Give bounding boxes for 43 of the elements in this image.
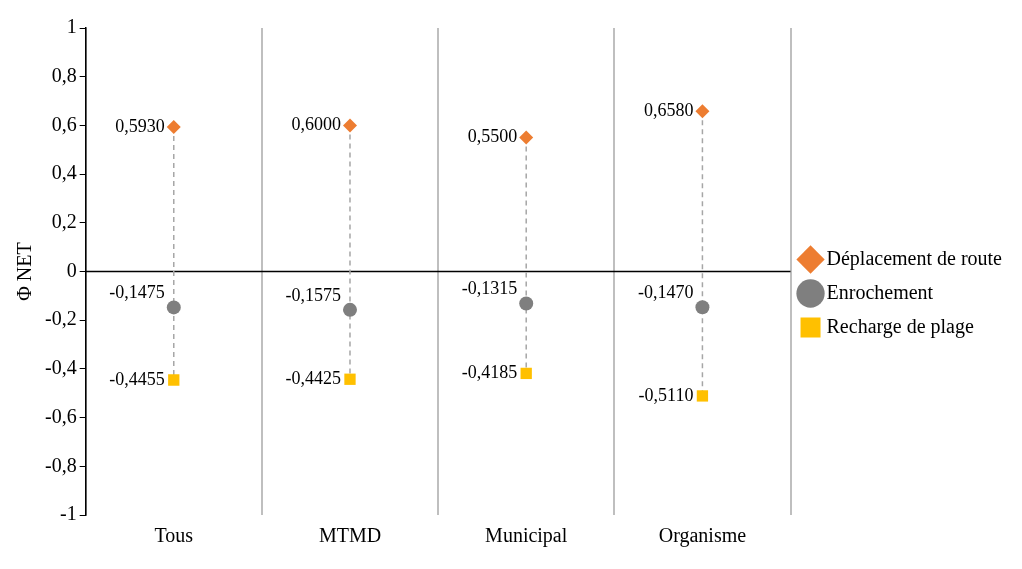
point (519, 130, 534, 145)
data-label: -0,4425 (285, 367, 341, 388)
point (519, 296, 534, 311)
data-label: -0,5110 (638, 384, 694, 405)
y-tick-label: -0,2 (44, 307, 77, 330)
data-label: -0,1470 (637, 282, 694, 303)
x-tick-label: Municipal (485, 524, 568, 548)
y-tick-label: 0,2 (51, 210, 77, 233)
point (695, 300, 710, 315)
legend-label: Recharge de plage (826, 314, 974, 338)
data-label: -0,1315 (461, 278, 518, 299)
y-tick-label: 1 (66, 15, 77, 38)
point (166, 300, 181, 315)
y-tick-label: 0 (66, 258, 77, 281)
legend-label: Enrochement (826, 280, 934, 303)
y-tick-label: -0,4 (44, 356, 77, 379)
y-tick-label: 0,4 (51, 161, 77, 184)
point (342, 118, 357, 133)
point (342, 302, 357, 317)
point (696, 390, 709, 402)
data-label: 0,6580 (643, 100, 694, 121)
y-tick-label: -0,8 (44, 453, 77, 476)
data-label: -0,1475 (109, 282, 165, 303)
data-label: -0,1575 (285, 284, 341, 305)
legend-label: Déplacement de route (826, 246, 1003, 270)
data-label: 0,6000 (291, 114, 341, 135)
y-axis-title: Φ NET (13, 242, 36, 301)
data-label: 0,5930 (115, 115, 165, 136)
point (168, 374, 180, 386)
point (344, 373, 356, 385)
y-tick-label: -1 (59, 502, 77, 525)
data-label: -0,4185 (461, 362, 518, 383)
x-tick-label: Organisme (658, 524, 747, 548)
y-tick-label: 0,6 (51, 112, 77, 135)
y-tick-label: -0,6 (44, 404, 77, 427)
x-tick-label: Tous (154, 524, 194, 547)
data-label: 0,5500 (467, 126, 518, 147)
point (520, 367, 532, 380)
x-tick-label: MTMD (318, 524, 382, 547)
data-label: -0,4455 (109, 368, 165, 389)
point (695, 104, 710, 119)
point (166, 120, 181, 135)
y-tick-label: 0,8 (51, 63, 77, 86)
